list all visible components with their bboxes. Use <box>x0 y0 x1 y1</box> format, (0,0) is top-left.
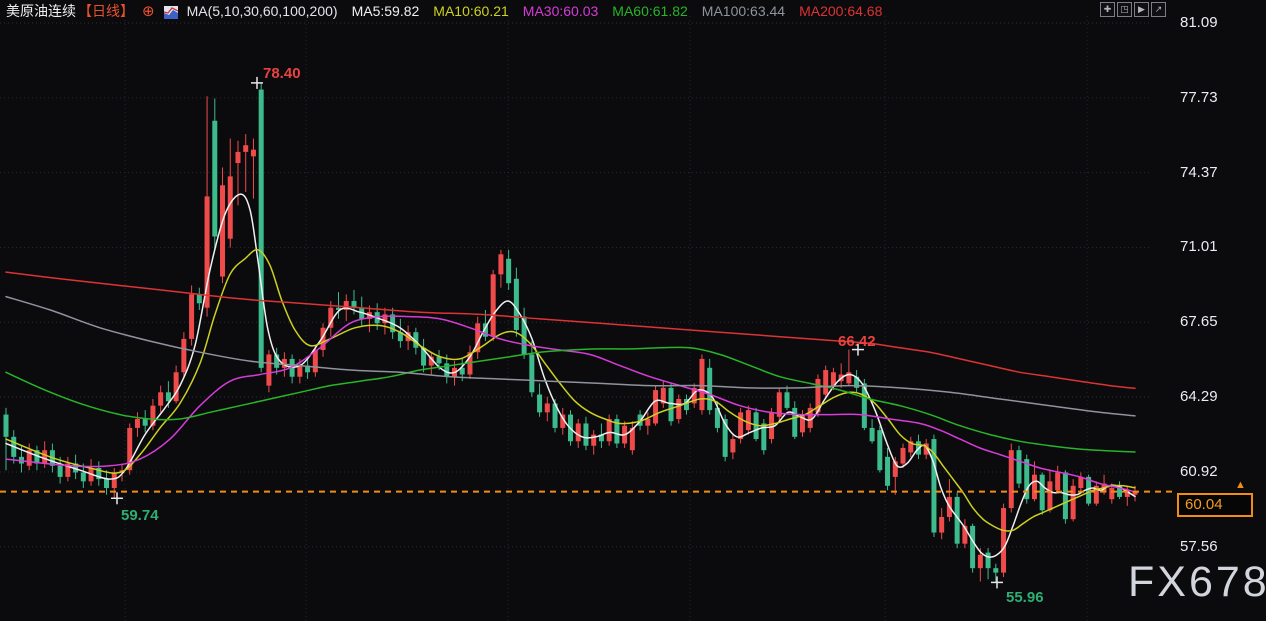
pan-crosshair-icon[interactable]: ✚ <box>1100 2 1115 17</box>
chart-toolbar: ✚ ◳ ▶ ↗ <box>1100 2 1166 17</box>
axis-label: 71.01 <box>1180 238 1218 256</box>
axis-label: 81.09 <box>1180 14 1218 32</box>
ma-lines <box>5 193 1136 558</box>
last-price-badge: 60.04 <box>1177 493 1253 517</box>
watermark: FX678 <box>1128 558 1266 606</box>
playback-icon[interactable]: ▶ <box>1134 2 1149 17</box>
axis-label: 77.73 <box>1180 88 1218 106</box>
ma-line-ma5 <box>5 193 1136 558</box>
ma-legend-value-ma30: MA30:60.03 <box>522 3 599 19</box>
ma-legend-value-ma100: MA100:63.44 <box>701 3 786 19</box>
swing-price-label: 59.74 <box>121 507 159 524</box>
chart-corner-icon[interactable]: ◳ <box>1117 2 1132 17</box>
annotations: 78.40 59.74 66.42 55.96 <box>111 65 1044 606</box>
chart-style-icon[interactable] <box>163 5 178 19</box>
popout-icon[interactable]: ↗ <box>1151 2 1166 17</box>
price-up-arrow-icon: ▲ <box>1235 479 1246 491</box>
axis-label: 60.92 <box>1180 463 1218 480</box>
last-price-value: 60.04 <box>1185 496 1223 513</box>
compare-add-icon[interactable]: ⊕ <box>142 3 155 20</box>
ma-legend-value-ma10: MA10:60.21 <box>433 3 509 19</box>
ma-settings-label[interactable]: MA(5,10,30,60,100,200) <box>186 3 338 19</box>
ma-line-ma200 <box>5 271 1136 390</box>
ma-line-ma30 <box>5 315 1136 493</box>
axis-label: 67.65 <box>1180 313 1218 331</box>
gridlines <box>0 16 1152 621</box>
axis-label: 74.37 <box>1180 163 1218 181</box>
candles <box>3 82 1138 583</box>
ma-line-ma100 <box>5 295 1136 417</box>
swing-price-label: 78.40 <box>263 65 301 82</box>
ma-legend: MA5:59.82 MA10:60.21 MA30:60.03 MA60:61.82 M… <box>338 3 883 19</box>
chart-header: 美原油连续 【日线】 ⊕ MA(5,10,30,60,100,200) MA5:… <box>6 1 882 21</box>
axis-label: 57.56 <box>1180 537 1218 555</box>
swing-price-label: 55.96 <box>1006 589 1044 606</box>
axis-label: 64.29 <box>1180 387 1218 405</box>
ma-line-ma60 <box>5 346 1136 453</box>
timeframe-label[interactable]: 【日线】 <box>78 3 134 19</box>
symbol-title: 美原油连续 <box>6 3 76 19</box>
ma-line-ma10 <box>5 248 1136 532</box>
ma-legend-value-ma200: MA200:64.68 <box>799 3 883 19</box>
swing-price-label: 66.42 <box>838 333 876 350</box>
ma-legend-value-ma5: MA5:59.82 <box>351 3 420 19</box>
ma-legend-value-ma60: MA60:61.82 <box>612 3 688 19</box>
